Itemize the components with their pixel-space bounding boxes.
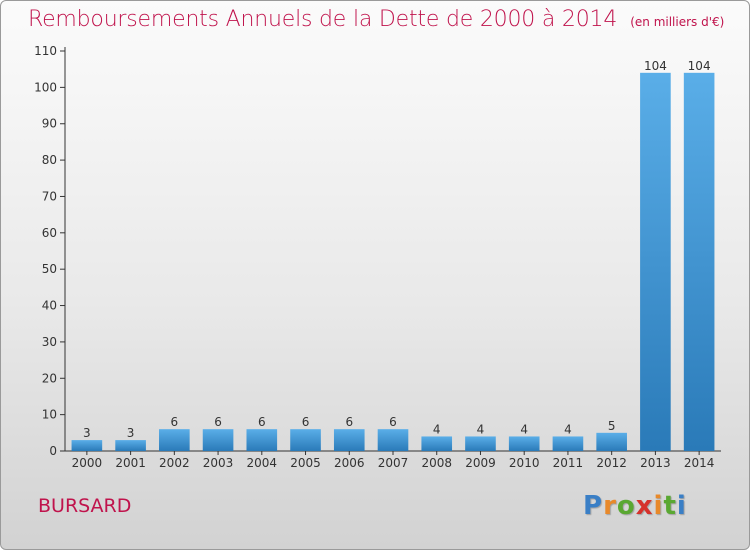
data-label-2007: 6 [389,415,397,429]
y-tick-label: 80 [42,153,57,167]
x-tick-label: 2007 [378,456,409,470]
logo-letter: P [583,491,604,521]
data-label-2002: 6 [171,415,179,429]
x-tick-label: 2001 [115,456,146,470]
bar-2003 [202,429,234,451]
bar-2008 [421,436,453,451]
bar-2011 [552,436,584,451]
title-text: Remboursements Annuels de la Dette de 20… [28,7,618,32]
x-tick-label: 2006 [334,456,365,470]
x-tick-label: 2013 [640,456,671,470]
y-tick-label: 110 [34,44,57,58]
x-tick-label: 2009 [465,456,496,470]
y-tick-label: 60 [42,226,57,240]
y-tick-label: 50 [42,262,57,276]
x-tick-label: 2014 [684,456,715,470]
bar-2014 [683,72,715,452]
x-tick-label: 2004 [247,456,278,470]
y-tick-label: 30 [42,335,57,349]
x-tick-label: 2010 [509,456,540,470]
x-tick-label: 2011 [553,456,584,470]
bar-2013 [640,72,671,452]
bar-chart: 0 10 20 30 40 50 60 70 80 90 100 110 2000 2001 2002 200… [34,44,721,470]
x-tick-label: 2000 [72,456,103,470]
bar-2007 [377,429,409,451]
bar-2006 [333,429,365,451]
y-tick-label: 0 [49,444,57,458]
x-tick-label: 2003 [203,456,234,470]
data-label-2011: 4 [564,422,572,436]
y-tick-label: 100 [34,80,57,94]
data-label-2003: 6 [214,415,222,429]
data-label-2006: 6 [345,415,353,429]
logo-letter: i [676,491,687,521]
bar-2012 [596,432,627,451]
y-tick-label: 70 [42,189,57,203]
data-label-2013: 104 [644,59,667,73]
logo-letter: t [663,491,677,521]
data-label-2010: 4 [520,422,528,436]
data-label-2014: 104 [688,59,711,73]
x-tick-label: 2002 [159,456,190,470]
title-unit: (en milliers d'€) [630,15,725,29]
data-label-2008: 4 [433,422,441,436]
data-label-2005: 6 [302,415,310,429]
logo-letter: o [616,491,636,521]
data-label-2012: 5 [608,419,616,433]
y-tick-label: 90 [42,117,57,131]
data-label-2001: 3 [127,426,135,440]
bar-2000 [71,440,103,451]
bar-2010 [508,436,540,451]
logo-letter: r [603,491,617,521]
bar-2004 [246,429,278,451]
commune-name: BURSARD [38,495,132,517]
data-label-2004: 6 [258,415,266,429]
y-tick-label: 20 [42,371,57,385]
bar-2009 [465,436,496,451]
x-tick-label: 2005 [290,456,321,470]
bar-2005 [290,429,321,451]
data-label-2000: 3 [83,426,91,440]
bar-2002 [159,429,190,451]
x-tick-label: 2008 [421,456,452,470]
proxiti-logo: Proxiti [583,491,687,521]
y-tick-label: 40 [42,299,57,313]
bar-2001 [115,440,146,451]
x-tick-label: 2012 [596,456,627,470]
logo-letter: i [653,491,664,521]
y-tick-label: 10 [42,408,57,422]
logo-letter: x [635,491,654,521]
chart-title: Remboursements Annuels de la Dette de 20… [28,7,724,32]
data-label-2009: 4 [477,422,485,436]
